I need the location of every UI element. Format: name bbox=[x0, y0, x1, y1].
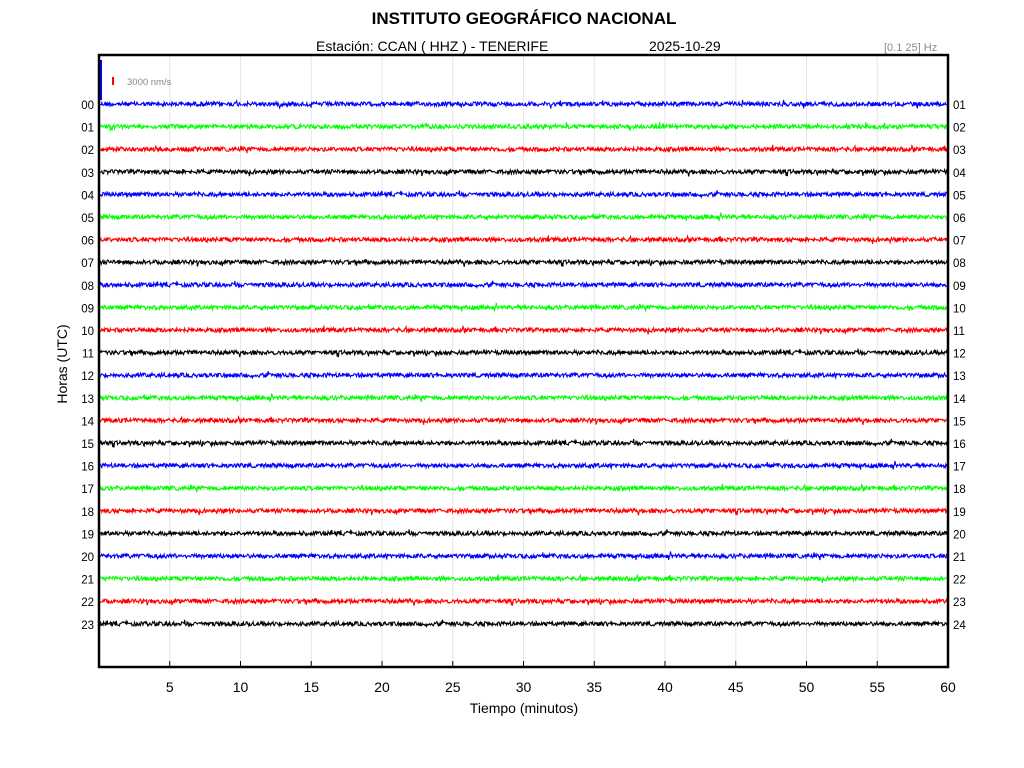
y-tick-label-left: 15 bbox=[81, 439, 94, 451]
y-tick-label-left: 21 bbox=[81, 575, 94, 587]
filter-band-label: [0.1 25] Hz bbox=[884, 42, 938, 54]
y-tick-label-left: 10 bbox=[81, 326, 94, 338]
trace-line bbox=[99, 460, 948, 471]
x-tick-label: 30 bbox=[516, 679, 532, 695]
x-tick-label: 40 bbox=[657, 679, 673, 695]
y-tick-label-left: 04 bbox=[81, 190, 94, 202]
scale-label: 3000 nm/s bbox=[127, 77, 172, 88]
y-tick-label-left: 03 bbox=[81, 168, 94, 180]
trace-line bbox=[99, 167, 948, 177]
plot-frame bbox=[97, 53, 950, 669]
y-tick-label-left: 07 bbox=[81, 258, 94, 270]
y-tick-label-right: 22 bbox=[953, 575, 966, 587]
station-label: Estación: CCAN ( HHZ ) - TENERIFE bbox=[316, 38, 549, 54]
y-tick-label-right: 05 bbox=[953, 190, 966, 202]
y-tick-label-left: 05 bbox=[81, 213, 94, 225]
y-tick-label-left: 06 bbox=[81, 236, 94, 248]
y-tick-label-left: 18 bbox=[81, 507, 94, 519]
trace-line bbox=[99, 234, 948, 245]
trace-line bbox=[99, 324, 948, 335]
y-tick-label-right: 23 bbox=[953, 597, 966, 609]
y-tick-label-right: 11 bbox=[953, 326, 965, 338]
y-tick-label-right: 18 bbox=[953, 484, 966, 496]
y-tick-label-right: 12 bbox=[953, 349, 966, 361]
trace-line bbox=[99, 258, 948, 268]
x-tick-label: 60 bbox=[940, 679, 956, 695]
y-tick-label-right: 16 bbox=[953, 439, 966, 451]
trace-line bbox=[99, 212, 948, 222]
y-tick-label-left: 11 bbox=[82, 349, 94, 361]
grid-lines bbox=[169, 55, 878, 667]
y-tick-label-right: 17 bbox=[953, 462, 966, 474]
y-tick-label-right: 13 bbox=[953, 371, 966, 383]
trace-line bbox=[99, 122, 948, 131]
y-tick-label-left: 23 bbox=[81, 620, 94, 632]
x-axis-label: Tiempo (minutos) bbox=[469, 700, 579, 716]
y-tick-label-left: 16 bbox=[81, 462, 94, 474]
y-tick-label-right: 03 bbox=[953, 145, 966, 157]
trace-line bbox=[99, 551, 948, 561]
trace-line bbox=[99, 573, 948, 584]
date-label: 2025-10-29 bbox=[649, 38, 721, 54]
x-tick-label: 35 bbox=[586, 679, 602, 695]
y-tick-label-right: 21 bbox=[953, 552, 966, 564]
y-tick-label-right: 07 bbox=[953, 236, 966, 248]
scale-bar bbox=[112, 77, 114, 85]
y-tick-label-right: 09 bbox=[953, 281, 966, 293]
x-tick-label: 15 bbox=[303, 679, 319, 695]
trace-line bbox=[99, 393, 948, 402]
chart-title: INSTITUTO GEOGRÁFICO NACIONAL bbox=[371, 9, 677, 28]
x-tick-label: 50 bbox=[799, 679, 815, 695]
trace-line bbox=[99, 348, 948, 358]
trace-line bbox=[99, 189, 948, 199]
trace-line bbox=[99, 98, 948, 110]
y-tick-label-left: 02 bbox=[81, 145, 94, 157]
y-tick-label-left: 17 bbox=[81, 484, 94, 496]
y-axis-label: Horas (UTC) bbox=[54, 324, 70, 404]
trace-line bbox=[99, 482, 948, 493]
trace-group bbox=[99, 60, 948, 629]
y-tick-label-left: 09 bbox=[81, 303, 94, 315]
y-tick-label-right: 15 bbox=[953, 416, 966, 428]
y-tick-label-left: 00 bbox=[81, 100, 94, 112]
y-tick-label-right: 14 bbox=[953, 394, 966, 406]
y-tick-label-left: 12 bbox=[81, 371, 94, 383]
y-tick-label-right: 01 bbox=[953, 100, 966, 112]
x-tick-label: 55 bbox=[869, 679, 885, 695]
y-tick-label-right: 04 bbox=[953, 168, 966, 180]
y-tick-label-right: 19 bbox=[953, 507, 966, 519]
x-tick-label: 20 bbox=[374, 679, 390, 695]
trace-line bbox=[99, 619, 948, 629]
y-tick-label-left: 19 bbox=[81, 529, 94, 541]
trace-line bbox=[99, 415, 947, 426]
y-tick-label-left: 13 bbox=[81, 394, 94, 406]
y-tick-label-left: 14 bbox=[81, 416, 94, 428]
y-tick-label-right: 20 bbox=[953, 529, 966, 541]
trace-line bbox=[99, 506, 948, 516]
trace-line bbox=[99, 438, 948, 449]
y-tick-label-left: 22 bbox=[81, 597, 94, 609]
y-tick-label-right: 06 bbox=[953, 213, 966, 225]
y-tick-label-right: 10 bbox=[953, 303, 966, 315]
trace-line bbox=[99, 597, 948, 607]
y-tick-label-right: 08 bbox=[953, 258, 966, 270]
x-tick-label: 5 bbox=[166, 679, 174, 695]
trace-line bbox=[99, 528, 948, 538]
x-tick-label: 45 bbox=[728, 679, 744, 695]
axis-ticks: 5 10 15 20 25 30 35 40 45 50 55 60 00 01 01 02 02 03 03 04 0… bbox=[81, 100, 966, 695]
trace-line bbox=[99, 370, 948, 380]
trace-line bbox=[99, 280, 948, 290]
x-tick-label: 10 bbox=[233, 679, 249, 695]
y-tick-label-right: 24 bbox=[953, 620, 966, 632]
x-tick-label: 25 bbox=[445, 679, 461, 695]
trace-line bbox=[99, 302, 948, 312]
trace-line bbox=[99, 143, 948, 154]
y-tick-label-right: 02 bbox=[953, 123, 966, 135]
y-tick-label-left: 01 bbox=[81, 123, 94, 135]
y-tick-label-left: 08 bbox=[81, 281, 94, 293]
y-tick-label-left: 20 bbox=[81, 552, 94, 564]
